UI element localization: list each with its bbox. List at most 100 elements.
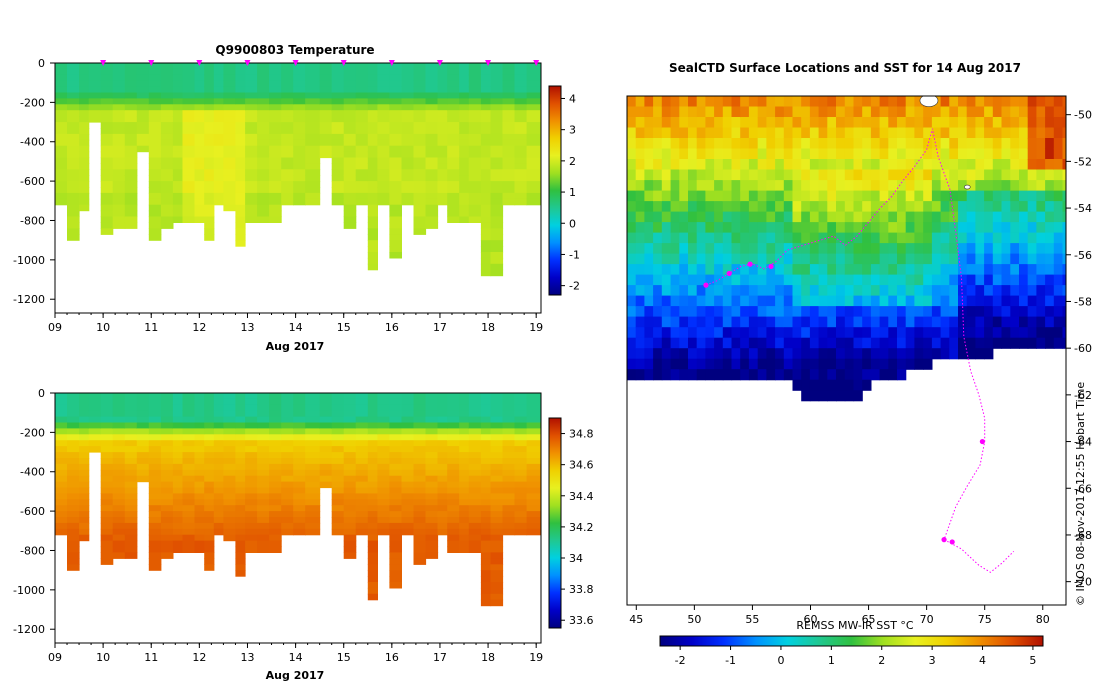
section-cell	[257, 122, 270, 129]
section-cell	[204, 534, 215, 542]
sst-cell	[679, 180, 689, 192]
x-tick-label: 14	[289, 651, 303, 664]
section-cell	[502, 192, 516, 200]
section-cell	[281, 139, 294, 147]
section-cell	[355, 410, 369, 418]
sst-cell	[1036, 127, 1046, 139]
section-cell	[490, 145, 504, 153]
sst-cell	[722, 159, 733, 171]
section-cell	[269, 428, 282, 435]
section-cell	[148, 393, 162, 400]
sst-cell	[1019, 106, 1029, 118]
section-cell	[343, 393, 357, 400]
sst-cell	[1010, 253, 1020, 265]
sst-cell	[627, 316, 637, 328]
sst-cell	[966, 243, 976, 255]
section-cell	[204, 422, 215, 429]
section-cell	[468, 216, 482, 223]
sst-cell	[1001, 222, 1011, 234]
section-cell	[67, 128, 80, 135]
sst-cell	[966, 316, 976, 328]
sst-cell	[809, 159, 820, 171]
sst-cell	[809, 190, 820, 202]
section-cell	[100, 169, 114, 176]
section-cell	[136, 469, 150, 477]
sst-cell	[827, 337, 837, 349]
sst-cell	[757, 327, 767, 339]
section-cell	[112, 546, 126, 553]
section-cell	[468, 80, 482, 88]
sst-cell	[844, 285, 855, 297]
sst-cell	[1053, 169, 1064, 181]
section-cell	[136, 110, 150, 117]
section-cell	[490, 493, 504, 500]
sst-cell	[653, 274, 663, 286]
section-cell	[355, 181, 369, 188]
section-cell	[100, 128, 114, 135]
section-cell	[172, 481, 184, 489]
section-cell	[413, 517, 427, 524]
section-cell	[67, 422, 80, 429]
section-cell	[245, 463, 258, 471]
section-cell	[502, 133, 516, 141]
section-cell	[257, 546, 270, 553]
sst-cell	[879, 222, 889, 234]
section-cell	[425, 86, 439, 94]
section-cell	[124, 92, 138, 99]
section-cell	[514, 157, 528, 164]
sst-cell	[836, 96, 846, 108]
sst-cell	[853, 348, 863, 360]
section-cell	[67, 133, 80, 141]
profile-marker	[485, 60, 492, 66]
sst-cell	[844, 390, 855, 402]
section-cell	[136, 139, 150, 147]
section-cell	[490, 475, 504, 483]
section-cell	[502, 505, 516, 512]
section-cell	[182, 440, 196, 447]
section-cell	[490, 246, 504, 253]
section-cell	[112, 122, 126, 129]
section-cell	[468, 511, 482, 518]
profile-marker	[436, 60, 443, 66]
sst-cell	[766, 159, 776, 171]
section-cell	[305, 428, 321, 435]
section-cell	[480, 181, 492, 188]
sst-cell	[731, 211, 741, 223]
sst-cell	[888, 127, 898, 139]
section-cell	[502, 434, 516, 441]
sst-cell	[870, 211, 881, 223]
section-cell	[55, 493, 68, 500]
sst-cell	[1045, 159, 1055, 171]
section-cell	[437, 481, 448, 489]
sst-cell	[748, 285, 759, 297]
section-cell	[480, 228, 492, 235]
section-cell	[389, 493, 402, 500]
sst-cell	[809, 264, 820, 276]
section-cell	[377, 452, 390, 459]
section-cell	[437, 463, 448, 471]
section-cell	[343, 446, 357, 453]
sst-cell	[661, 306, 672, 318]
sst-cell	[1027, 243, 1037, 255]
sst-cell	[897, 358, 907, 370]
sst-cell	[757, 169, 767, 181]
section-cell	[112, 517, 126, 524]
section-cell	[100, 63, 114, 70]
section-cell	[293, 92, 306, 99]
section-cell	[148, 404, 162, 412]
section-cell	[480, 587, 492, 595]
section-cell	[319, 458, 333, 465]
section-cell	[367, 122, 378, 129]
sst-cell	[748, 148, 759, 160]
colorbar-tick-label: 34.6	[569, 459, 594, 472]
section-cell	[67, 540, 80, 548]
sst-cell	[644, 243, 654, 255]
section-cell	[389, 540, 402, 548]
section-cell	[468, 534, 482, 542]
section-cell	[413, 198, 427, 206]
section-cell	[124, 511, 138, 518]
sst-cell	[914, 253, 924, 265]
sst-cell	[966, 159, 976, 171]
sst-cell	[705, 316, 715, 328]
sst-cell	[653, 295, 663, 307]
